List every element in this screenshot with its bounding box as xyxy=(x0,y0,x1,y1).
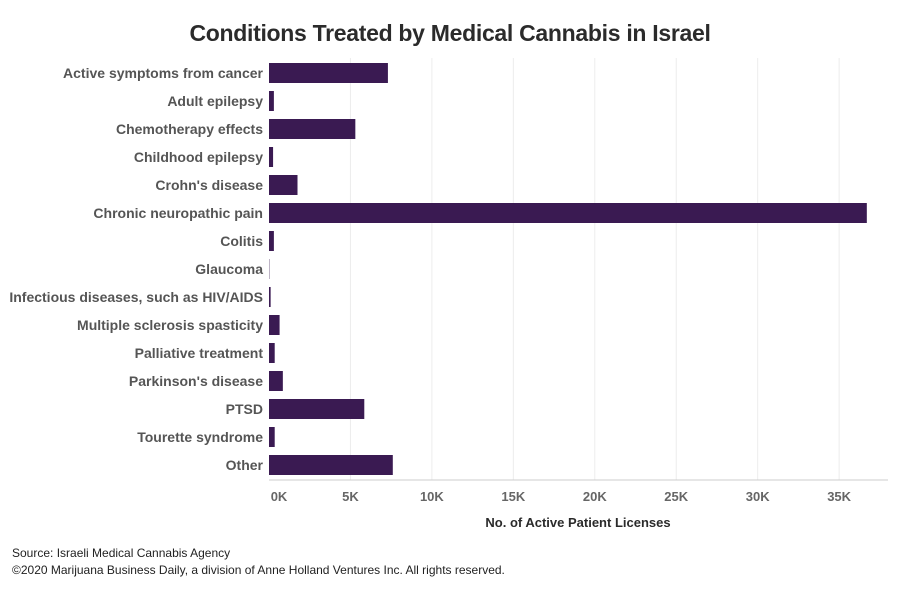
x-tick-label: 10K xyxy=(420,489,444,504)
category-label: Adult epilepsy xyxy=(167,93,263,109)
x-tick-labels: 0K 5K 10K 15K 20K 25K 30K 35K xyxy=(271,489,852,504)
category-label: Colitis xyxy=(220,233,263,249)
category-label: Crohn's disease xyxy=(155,177,263,193)
bar xyxy=(269,203,867,223)
copyright-note: ©2020 Marijuana Business Daily, a divisi… xyxy=(12,563,505,577)
bar xyxy=(269,287,271,307)
x-tick-label: 20K xyxy=(583,489,607,504)
bar xyxy=(269,63,388,83)
bar xyxy=(269,91,274,111)
bar xyxy=(269,175,298,195)
category-label: Other xyxy=(226,457,264,473)
bar-chart: Active symptoms from cancer Adult epileps… xyxy=(9,58,888,530)
x-tick-label: 35K xyxy=(827,489,851,504)
x-tick-label: 30K xyxy=(746,489,770,504)
bars xyxy=(269,63,867,475)
bar xyxy=(269,315,280,335)
bar xyxy=(269,399,365,419)
x-tick-label: 15K xyxy=(501,489,525,504)
x-tick-label: 5K xyxy=(342,489,359,504)
x-axis-title: No. of Active Patient Licenses xyxy=(485,515,670,530)
bar xyxy=(269,343,275,363)
bar xyxy=(269,119,356,139)
category-label: Palliative treatment xyxy=(135,345,264,361)
bar xyxy=(269,427,275,447)
x-tick-label: 25K xyxy=(664,489,688,504)
category-label: Chemotherapy effects xyxy=(116,121,263,137)
gridlines xyxy=(349,58,840,480)
chart-title: Conditions Treated by Medical Cannabis i… xyxy=(189,20,711,46)
category-label: PTSD xyxy=(226,401,263,417)
category-label: Parkinson's disease xyxy=(129,373,263,389)
category-labels: Active symptoms from cancer Adult epileps… xyxy=(9,65,263,473)
bar xyxy=(269,371,283,391)
x-tick-label: 0K xyxy=(271,489,288,504)
category-label: Tourette syndrome xyxy=(137,429,263,445)
bar xyxy=(269,455,393,475)
category-label: Multiple sclerosis spasticity xyxy=(77,317,263,333)
bar xyxy=(269,147,274,167)
category-label: Glaucoma xyxy=(195,261,263,277)
category-label: Childhood epilepsy xyxy=(134,149,263,165)
source-note: Source: Israeli Medical Cannabis Agency xyxy=(12,546,231,560)
category-label: Chronic neuropathic pain xyxy=(93,205,263,221)
category-label: Active symptoms from cancer xyxy=(63,65,264,81)
bar xyxy=(269,231,274,251)
category-label: Infectious diseases, such as HIV/AIDS xyxy=(9,289,263,305)
